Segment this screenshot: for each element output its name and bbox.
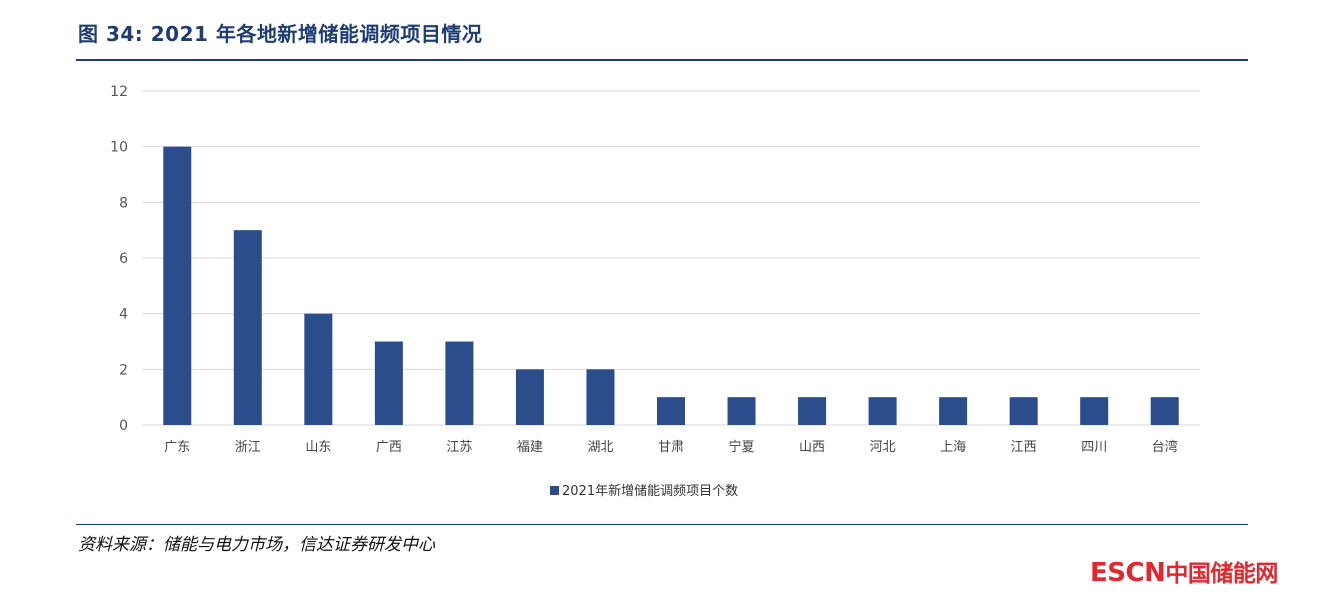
legend: 2021年新增储能调频项目个数: [550, 483, 738, 499]
figure-title: 图 34: 2021 年各地新增储能调频项目情况: [78, 22, 483, 46]
x-axis-ticks: 广东 浙江 山东 广西 江苏 福建 湖北 甘肃 宁夏 山西 河北 上海 江西 四川 台湾: [164, 439, 1177, 455]
gridlines: [142, 90, 1200, 426]
x-tick-label: 湖北: [587, 440, 613, 455]
bar-12: [1009, 397, 1038, 425]
bar-4: [445, 341, 474, 425]
bar-6: [586, 369, 615, 425]
x-tick-label: 江西: [1011, 440, 1037, 455]
x-tick-label: 广东: [164, 440, 190, 455]
y-tick-label: 6: [119, 251, 128, 267]
watermark-cn: 中国储能网: [1165, 561, 1278, 587]
bar-14: [1150, 397, 1179, 425]
x-tick-label: 甘肃: [658, 440, 684, 455]
x-tick-label: 上海: [940, 440, 966, 455]
bar-5: [515, 369, 544, 425]
bar-0: [163, 146, 192, 425]
x-tick-label: 浙江: [235, 440, 261, 455]
x-tick-label: 山西: [799, 440, 825, 455]
bar-13: [1080, 397, 1109, 425]
y-tick-label: 4: [119, 307, 128, 323]
bar-8: [727, 397, 756, 425]
bar-9: [798, 397, 827, 425]
x-tick-label: 山东: [305, 440, 331, 455]
bar-chart: 0 2 4 6 8 10 12 广东 浙江 山东 广西 江苏 福建 湖北 甘肃 宁夏 山西 河北 上海 江西 四川 台湾…: [110, 84, 1200, 499]
x-tick-label: 江苏: [446, 439, 472, 455]
bar-10: [868, 397, 897, 425]
y-tick-label: 10: [110, 140, 128, 156]
y-tick-label: 2: [119, 362, 128, 378]
source-note: 资料来源：储能与电力市场，信达证券研发中心: [78, 535, 435, 555]
y-tick-label: 0: [119, 418, 128, 434]
x-tick-label: 台湾: [1152, 439, 1178, 455]
bar-3: [374, 341, 403, 425]
y-tick-label: 12: [110, 84, 128, 100]
x-tick-label: 广西: [376, 440, 402, 455]
escn-watermark-logo: ESCN中国储能网: [1090, 554, 1278, 588]
legend-swatch: [550, 486, 559, 495]
top-rule: [76, 59, 1248, 61]
watermark-latin: ESCN: [1090, 558, 1166, 588]
x-tick-label: 四川: [1081, 440, 1107, 455]
x-tick-label: 福建: [517, 440, 543, 455]
legend-label: 2021年新增储能调频项目个数: [562, 483, 738, 499]
bar-11: [939, 397, 968, 425]
y-tick-label: 8: [119, 195, 128, 211]
bottom-rule: [76, 524, 1248, 525]
y-axis-ticks: 0 2 4 6 8 10 12: [110, 84, 128, 434]
bar-2: [304, 313, 333, 425]
bar-7: [657, 397, 685, 425]
bar-1: [233, 230, 262, 425]
x-tick-label: 宁夏: [729, 439, 755, 455]
x-tick-label: 河北: [870, 440, 896, 455]
bars: [163, 146, 1179, 425]
